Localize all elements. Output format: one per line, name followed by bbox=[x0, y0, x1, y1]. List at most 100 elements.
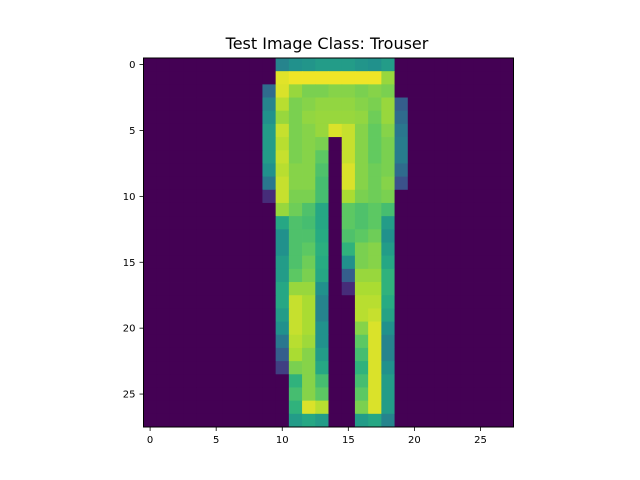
heatmap-cell bbox=[328, 84, 343, 98]
heatmap-cell bbox=[354, 413, 369, 428]
heatmap-cell bbox=[460, 374, 475, 388]
heatmap-cell bbox=[236, 387, 250, 402]
heatmap-cell bbox=[196, 123, 210, 138]
heatmap-cell bbox=[473, 400, 488, 415]
heatmap-cell bbox=[249, 150, 263, 164]
heatmap-cell bbox=[407, 123, 422, 138]
heatmap-cell bbox=[381, 268, 395, 283]
heatmap-cell bbox=[275, 84, 290, 98]
heatmap-cell bbox=[487, 374, 501, 388]
heatmap-cell bbox=[262, 413, 277, 428]
heatmap-cell bbox=[368, 321, 382, 336]
heatmap-cell bbox=[421, 71, 435, 85]
heatmap-cell bbox=[473, 137, 488, 151]
y-tick-label: 5 bbox=[129, 126, 135, 137]
heatmap-cell bbox=[169, 150, 184, 164]
heatmap-cell bbox=[341, 137, 356, 151]
heatmap-cell bbox=[288, 308, 303, 322]
heatmap-cell bbox=[156, 347, 171, 362]
heatmap-cell bbox=[354, 123, 369, 138]
heatmap-cell bbox=[434, 255, 448, 270]
heatmap-cell bbox=[302, 282, 316, 296]
heatmap-cell bbox=[407, 295, 422, 309]
heatmap-cell bbox=[288, 242, 303, 257]
heatmap-cell bbox=[328, 268, 343, 283]
heatmap-cell bbox=[368, 202, 382, 217]
heatmap-cell bbox=[183, 321, 197, 336]
heatmap-cell bbox=[421, 374, 435, 388]
heatmap-cell bbox=[487, 361, 501, 375]
heatmap-cell bbox=[209, 137, 224, 151]
heatmap-cell bbox=[473, 347, 488, 362]
heatmap-cell bbox=[421, 347, 435, 362]
heatmap-cell bbox=[381, 347, 395, 362]
heatmap-cell bbox=[209, 110, 224, 125]
heatmap-cell bbox=[434, 84, 448, 98]
heatmap-cell bbox=[275, 150, 290, 164]
heatmap-cell bbox=[156, 123, 171, 138]
heatmap-cell bbox=[354, 163, 369, 178]
heatmap-cell bbox=[500, 374, 514, 388]
heatmap-cell bbox=[262, 150, 277, 164]
heatmap-cell bbox=[275, 189, 290, 204]
heatmap-cell bbox=[421, 295, 435, 309]
heatmap-cell bbox=[434, 268, 448, 283]
heatmap-cell bbox=[315, 176, 329, 191]
heatmap-cell bbox=[421, 387, 435, 402]
heatmap-cell bbox=[368, 229, 382, 243]
heatmap-cell bbox=[209, 308, 224, 322]
heatmap-cell bbox=[354, 334, 369, 349]
heatmap-cell bbox=[156, 137, 171, 151]
heatmap-cell bbox=[394, 387, 409, 402]
heatmap-cell bbox=[196, 387, 210, 402]
x-axis: 0 5 10 15 20 25 bbox=[147, 427, 487, 446]
heatmap-cell bbox=[434, 216, 448, 230]
heatmap-cell bbox=[302, 334, 316, 349]
heatmap-cell bbox=[500, 71, 514, 85]
heatmap-cell bbox=[341, 150, 356, 164]
heatmap-cell bbox=[381, 84, 395, 98]
heatmap-cell bbox=[169, 189, 184, 204]
heatmap-cell bbox=[262, 71, 277, 85]
heatmap-cell bbox=[421, 321, 435, 336]
heatmap-cell bbox=[447, 110, 462, 125]
heatmap-cell bbox=[169, 71, 184, 85]
heatmap-cell bbox=[328, 229, 343, 243]
heatmap-cell bbox=[275, 400, 290, 415]
heatmap-cell bbox=[183, 242, 197, 257]
heatmap-cell bbox=[341, 255, 356, 270]
heatmap-cell bbox=[196, 150, 210, 164]
heatmap-cell bbox=[434, 334, 448, 349]
heatmap-cell bbox=[315, 137, 329, 151]
heatmap-cell bbox=[473, 282, 488, 296]
heatmap-cell bbox=[249, 97, 263, 112]
heatmap-cell bbox=[368, 295, 382, 309]
heatmap-cell bbox=[169, 413, 184, 428]
heatmap-cell bbox=[143, 255, 158, 270]
heatmap-cell bbox=[315, 387, 329, 402]
heatmap-cell bbox=[143, 321, 158, 336]
heatmap-cell bbox=[156, 413, 171, 428]
heatmap-cell bbox=[288, 255, 303, 270]
heatmap-cell bbox=[236, 242, 250, 257]
heatmap-cell bbox=[288, 163, 303, 178]
heatmap-cell bbox=[368, 137, 382, 151]
heatmap-cell bbox=[500, 413, 514, 428]
heatmap-cell bbox=[368, 216, 382, 230]
heatmap-cell bbox=[487, 58, 501, 72]
heatmap-cell bbox=[381, 242, 395, 257]
heatmap-cell bbox=[288, 189, 303, 204]
heatmap-cell bbox=[196, 413, 210, 428]
heatmap-cell bbox=[407, 216, 422, 230]
heatmap-cell bbox=[222, 413, 237, 428]
heatmap-cell bbox=[236, 321, 250, 336]
heatmap-cell bbox=[421, 413, 435, 428]
heatmap-cell bbox=[169, 268, 184, 283]
heatmap-cell bbox=[315, 71, 329, 85]
heatmap-cell bbox=[249, 163, 263, 178]
heatmap-cell bbox=[473, 58, 488, 72]
heatmap-cell bbox=[473, 268, 488, 283]
heatmap-cell bbox=[302, 97, 316, 112]
heatmap-cell bbox=[169, 163, 184, 178]
heatmap-cell bbox=[249, 189, 263, 204]
